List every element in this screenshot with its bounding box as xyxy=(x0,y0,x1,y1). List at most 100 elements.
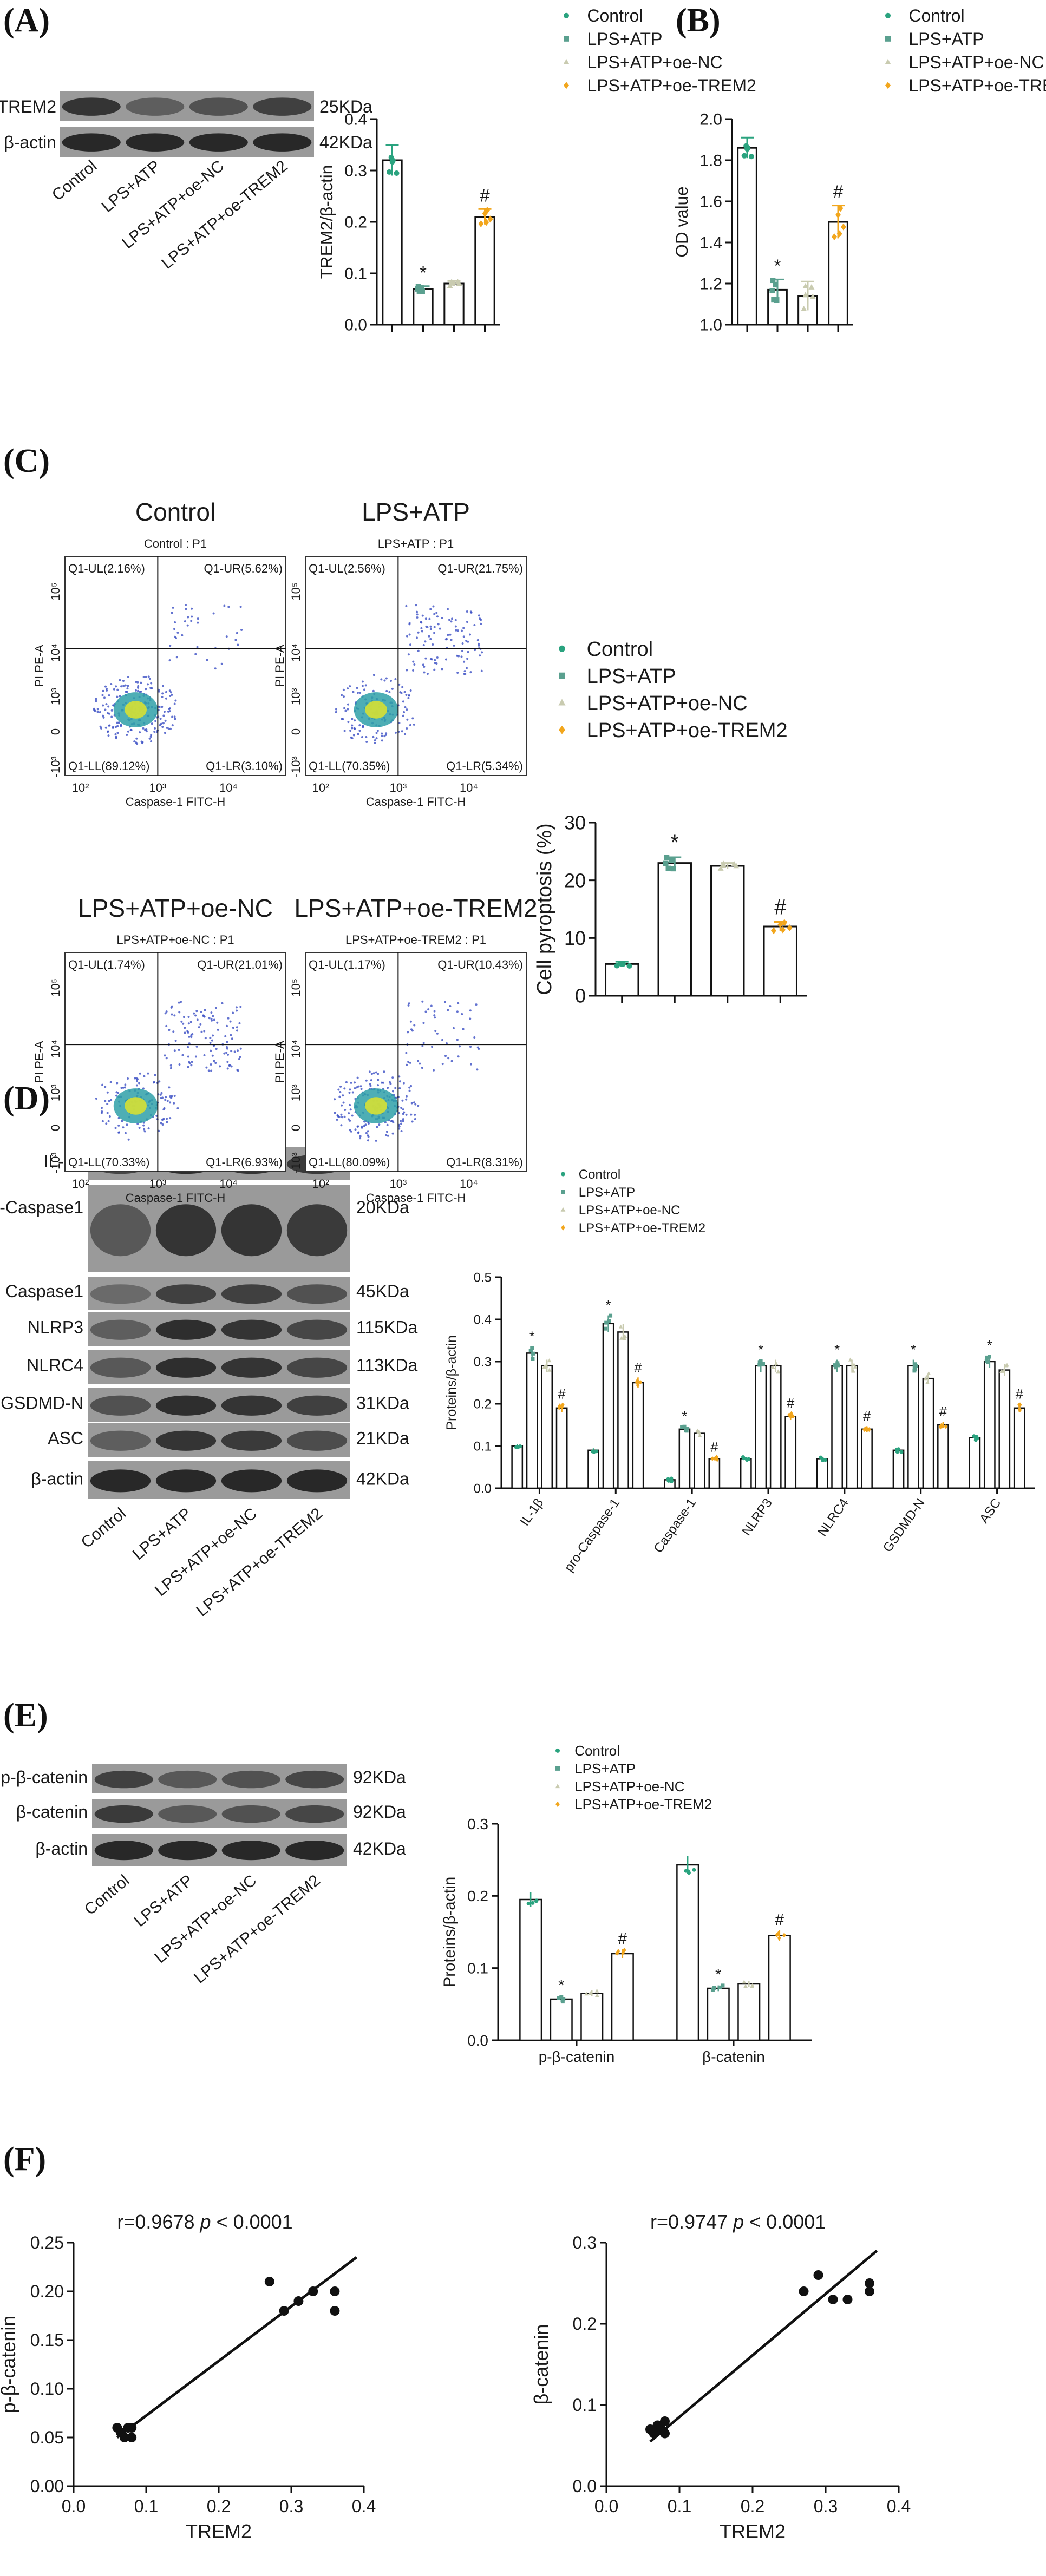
chart-B-point-3-0 xyxy=(831,233,837,241)
flow-plot-1-event xyxy=(423,671,426,674)
flow-plot-2-event xyxy=(188,1035,191,1038)
blot-e-strip-1-band-1 xyxy=(158,1805,217,1823)
chart-D-sig-4-3: # xyxy=(863,1409,871,1424)
chart-A-bar-0 xyxy=(382,159,403,326)
chart-F1-fit-line xyxy=(116,2256,358,2439)
flow-plot-2-ylabel: PI PE-A xyxy=(32,1041,46,1083)
flow-plot-2-event xyxy=(159,1093,162,1096)
chart-D-bar-6-2 xyxy=(998,1369,1011,1489)
flow-plot-3-event xyxy=(391,1090,394,1093)
chart-D-sig-6-1: * xyxy=(987,1338,992,1353)
chart-C-y-tick-label-3: 30 xyxy=(564,812,586,834)
flow-plot-0: Control Control : P1 Q1-UL(2.16%) Q1-UR(5.6… xyxy=(32,498,286,809)
flow-plot-0-event xyxy=(93,708,96,711)
chart-D-point-2-1-3 xyxy=(682,1424,687,1429)
blot-e-strip-1 xyxy=(92,1799,347,1828)
chart-D-point-6-1-3 xyxy=(985,1355,989,1359)
flow-plot-2-event xyxy=(126,1123,128,1126)
flow-plot-0-event xyxy=(196,646,199,648)
chart-D-point-3-1-2 xyxy=(757,1363,762,1367)
blot-d-strip-1 xyxy=(88,1185,350,1272)
chart-D-bar-0-3 xyxy=(555,1407,568,1489)
flow-plot-0-event xyxy=(126,734,128,737)
chart-D-sig-5-1: * xyxy=(911,1342,916,1357)
flow-plot-3-event xyxy=(340,1113,343,1116)
flow-plot-1-event xyxy=(412,669,415,672)
flow-plot-0-event xyxy=(136,689,139,692)
flow-plot-2-event xyxy=(213,1018,215,1021)
chart-C-point-3-1 xyxy=(780,926,786,934)
flow-plot-1-event xyxy=(404,706,407,709)
chart-D-point-3-0-2 xyxy=(745,1458,749,1462)
chart-E-bar-0-2 xyxy=(580,1993,604,2041)
flow-plot-1-event xyxy=(424,640,427,643)
flow-plot-3-event xyxy=(361,1126,363,1129)
flow-plot-0-event xyxy=(186,624,189,627)
chart-F2-annotation-rest: < 0.0001 xyxy=(744,2211,826,2233)
flow-plot-0-y-tick-4: 10⁵ xyxy=(49,582,62,601)
flow-plot-0-event xyxy=(110,683,113,686)
flow-plot-0-event xyxy=(163,711,166,713)
flow-plot-3-event xyxy=(457,1055,460,1058)
chart-D-point-5-2-2 xyxy=(926,1371,931,1375)
flow-plot-0-event xyxy=(105,687,108,690)
chart-E-y-tick-label-1: 0.1 xyxy=(467,1960,488,1976)
flow-plot-2-event xyxy=(173,1014,176,1017)
flow-plot-1-event xyxy=(460,629,463,632)
chart-D-point-2-3-1 xyxy=(715,1457,720,1462)
flow-plot-2-event xyxy=(108,1115,111,1118)
flow-plot-2-event xyxy=(211,1054,214,1057)
chart-B-point-2-4 xyxy=(809,293,816,299)
flow-plot-0-event xyxy=(184,620,186,623)
legend-d-legend-marker-0 xyxy=(561,1172,565,1177)
blot-d-strip-7-band-1 xyxy=(155,1469,217,1493)
chart-C-bar-1 xyxy=(657,862,692,997)
flow-plot-2-event xyxy=(210,1069,213,1072)
legend-d-legend-marker-1 xyxy=(561,1190,565,1194)
blot-d-strip-6 xyxy=(88,1423,350,1457)
flow-plot-0-event xyxy=(187,616,189,619)
blot-a-actin-band-1 xyxy=(126,133,185,152)
chart-D-bar-5-1 xyxy=(907,1365,919,1489)
flow-plot-1-event xyxy=(362,726,364,728)
blot-a-kda-actin: 42KDa xyxy=(319,133,372,152)
legend-a-legend-label-3: LPS+ATP+oe-TREM2 xyxy=(587,76,756,95)
flow-plot-0-event xyxy=(174,635,176,638)
chart-A-point-3-0 xyxy=(478,220,484,227)
flow-plot-0-event xyxy=(162,722,165,725)
flow-plot-0-event xyxy=(105,703,108,706)
legend-c-legend-label-1: LPS+ATP xyxy=(587,665,676,688)
flow-plot-3-event xyxy=(369,1085,372,1087)
flow-plot-1-event xyxy=(372,689,375,692)
chart-F2-fit-line xyxy=(649,2250,878,2443)
flow-plot-0-event xyxy=(102,714,104,717)
flow-plot-1-event xyxy=(401,686,404,688)
chart-B-y-tick-label-0: 1.0 xyxy=(699,317,722,334)
flow-plot-2-event xyxy=(164,1012,167,1015)
flow-plot-1-ylabel: PI PE-A xyxy=(273,645,286,687)
flow-plot-3-event xyxy=(417,1105,420,1107)
flow-plot-1-event xyxy=(359,692,362,694)
flow-plot-1-event xyxy=(342,688,345,691)
flow-plot-2-event xyxy=(221,1002,224,1004)
flow-plot-2-event xyxy=(110,1099,113,1101)
chart-A-sig-1: * xyxy=(420,262,427,282)
flow-plot-0-ylabel: PI PE-A xyxy=(32,645,46,687)
flow-plot-3-event xyxy=(357,1125,359,1128)
flow-plot-1-frame xyxy=(305,556,527,776)
chart-D-point-1-1-1 xyxy=(604,1320,609,1325)
flow-plot-3-x-tick-2: 10⁴ xyxy=(460,1177,478,1191)
flow-plot-2-event xyxy=(219,1065,221,1068)
flow-plot-0-event xyxy=(149,687,152,689)
flow-plot-0-event xyxy=(127,685,129,687)
flow-plot-1-event xyxy=(478,644,480,647)
flow-plot-2-event xyxy=(147,1072,149,1075)
blot-d-label-4: NLRC4 xyxy=(27,1355,83,1375)
chart-B-bar-0 xyxy=(737,147,757,326)
flow-plot-1-subtitle: LPS+ATP : P1 xyxy=(378,537,454,550)
flow-plot-2-event xyxy=(160,1092,163,1094)
chart-D-point-2-1-2 xyxy=(685,1426,690,1430)
chart-D-point-0-1-1 xyxy=(530,1346,534,1350)
flow-plot-1-event xyxy=(476,639,479,641)
flow-plot-3-event xyxy=(345,1081,348,1083)
